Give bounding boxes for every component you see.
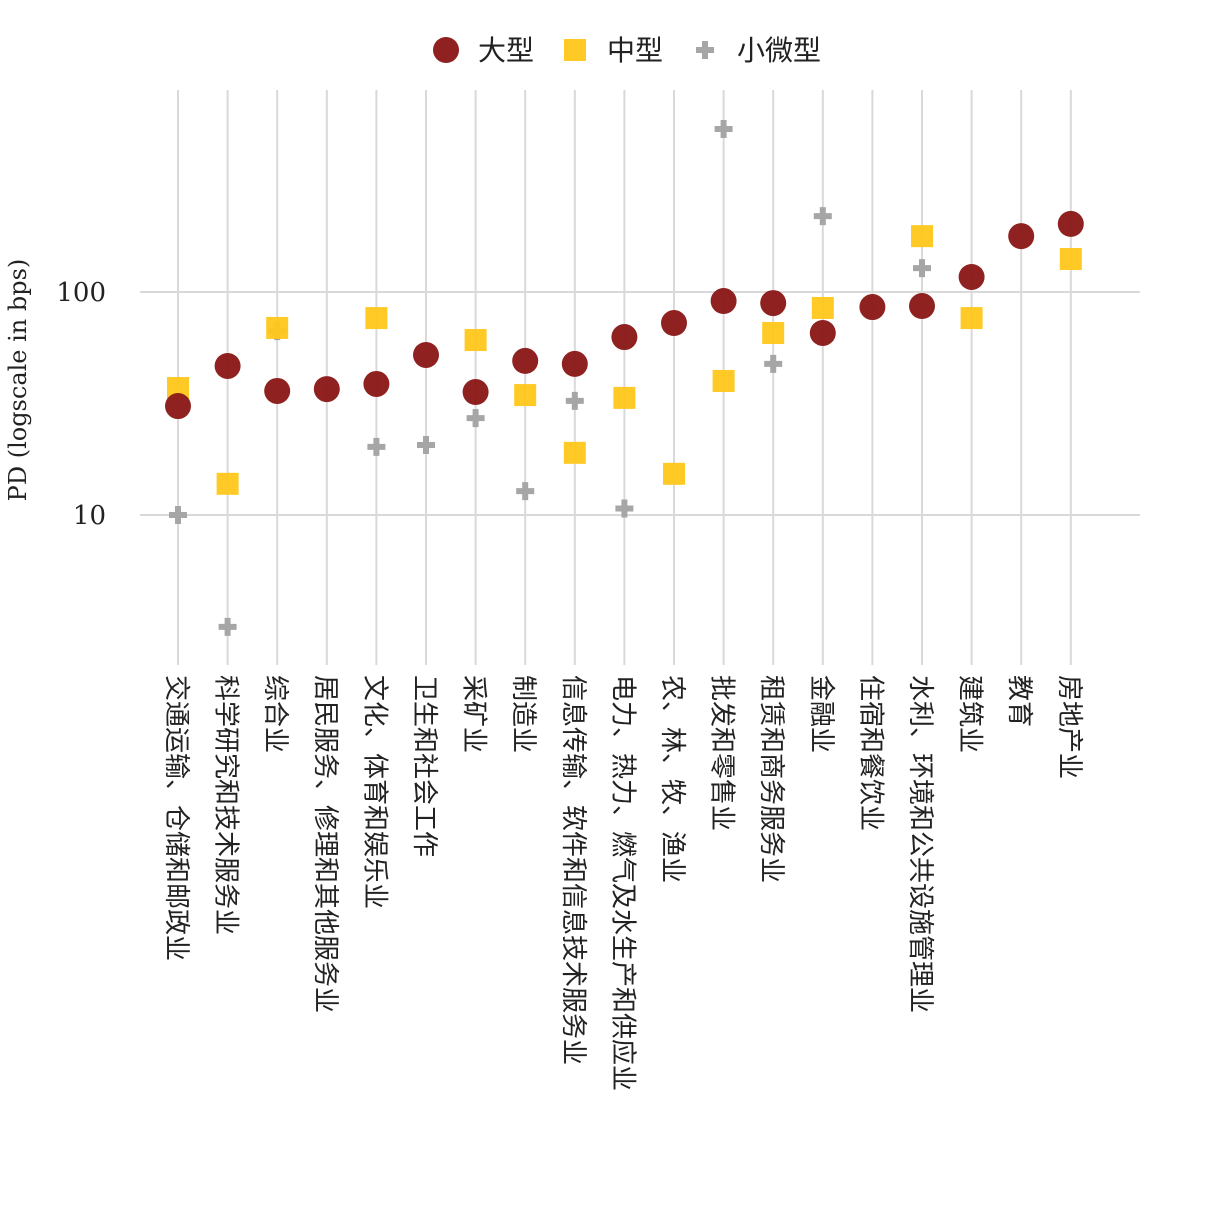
- circle-point: [313, 376, 340, 403]
- plus-point: [714, 120, 733, 139]
- x-tick-label: 租赁和商务服务业: [756, 675, 786, 883]
- circle-point: [760, 290, 787, 317]
- circle-point: [264, 377, 291, 404]
- x-tick-label: 制造业: [508, 675, 538, 753]
- data-points: [165, 120, 1084, 636]
- plus-point: [417, 436, 435, 455]
- circle-point: [512, 347, 539, 374]
- x-tick-label: 批发和零售业: [707, 675, 737, 831]
- plus-point: [813, 207, 832, 226]
- square-point: [811, 296, 834, 319]
- legend-label: 中型: [607, 34, 663, 67]
- square-point: [663, 462, 685, 485]
- circle-point: [413, 341, 439, 368]
- x-tick-label: 房地产业: [1054, 675, 1084, 779]
- x-tick-label: 居民服务、修理和其他服务业: [310, 675, 340, 1013]
- square-point: [613, 386, 636, 409]
- square-point: [365, 307, 388, 330]
- x-tick-label: 金融业: [806, 675, 836, 753]
- circle-point: [214, 352, 241, 379]
- plus-legend-key: [696, 41, 714, 59]
- legend-item: 小微型: [696, 34, 821, 67]
- y-axis-title: PD (logscale in bps): [4, 259, 32, 502]
- x-tick-label: 信息传输、软件和信息技术服务业: [558, 675, 588, 1065]
- x-tick-label: 交通运输、仓储和邮政业: [161, 675, 191, 961]
- square-point: [514, 384, 537, 407]
- x-tick-label: 住宿和餐饮业: [855, 675, 885, 831]
- x-tick-label: 采矿业: [459, 675, 489, 753]
- circle-point: [611, 324, 638, 351]
- series-large: [165, 210, 1084, 420]
- circle-point: [1057, 210, 1084, 237]
- legend: 大型 中型 小微型: [433, 34, 821, 67]
- legend-item: 大型: [433, 34, 534, 67]
- plus-point: [466, 409, 485, 428]
- plus-point: [516, 482, 535, 501]
- legend-label: 大型: [478, 34, 534, 67]
- y-axis: 10 100: [56, 278, 106, 531]
- circle-point: [909, 293, 935, 320]
- square-point: [911, 225, 933, 248]
- x-tick-label: 科学研究和技术服务业: [211, 675, 241, 935]
- square-legend-key: [564, 39, 586, 61]
- series-small: [169, 120, 931, 636]
- plus-point: [218, 617, 237, 636]
- y-tick-label: 10: [73, 501, 106, 531]
- x-tick-label: 教育: [1004, 675, 1034, 727]
- circle-point: [363, 370, 390, 397]
- x-tick-label: 综合业: [260, 675, 290, 753]
- circle-point: [710, 288, 737, 315]
- legend-item: 中型: [564, 34, 663, 67]
- x-tick-label: 文化、体育和娱乐业: [359, 675, 389, 909]
- grid: [140, 90, 1140, 665]
- plus-point: [615, 499, 634, 518]
- circle-point: [1008, 223, 1035, 250]
- plus-point: [913, 259, 931, 278]
- square-point: [1059, 247, 1082, 270]
- circle-point: [859, 294, 886, 321]
- plus-point: [169, 506, 187, 524]
- x-tick-label: 电力、热力、燃气及水生产和供应业: [607, 675, 637, 1091]
- x-axis: 交通运输、仓储和邮政业 科学研究和技术服务业 综合业 居民服务、修理和其他服务业 文化、…: [161, 675, 1084, 1091]
- legend-label: 小微型: [737, 34, 821, 67]
- x-tick-label: 卫生和社会工作: [409, 675, 439, 857]
- circle-point: [462, 379, 489, 406]
- square-point: [712, 369, 735, 392]
- plus-point: [565, 391, 584, 410]
- circle-point: [165, 393, 191, 420]
- circle-legend-key: [433, 37, 459, 63]
- square-point: [464, 329, 487, 352]
- plus-point: [764, 354, 783, 373]
- square-point: [266, 316, 289, 339]
- square-point: [960, 307, 983, 330]
- x-tick-label: 建筑业: [955, 675, 985, 753]
- plus-point: [367, 437, 386, 456]
- square-point: [167, 377, 189, 400]
- square-point: [563, 441, 586, 464]
- square-point: [216, 472, 239, 495]
- x-tick-label: 水利、环境和公共设施管理业: [905, 675, 935, 1013]
- circle-point: [809, 319, 836, 346]
- square-point: [762, 321, 785, 344]
- series-medium: [167, 225, 1082, 495]
- x-tick-label: 农、林、牧、渔业: [657, 675, 687, 883]
- circle-point: [561, 350, 588, 377]
- circle-point: [661, 310, 687, 337]
- y-tick-label: 100: [56, 278, 106, 308]
- circle-point: [958, 263, 985, 290]
